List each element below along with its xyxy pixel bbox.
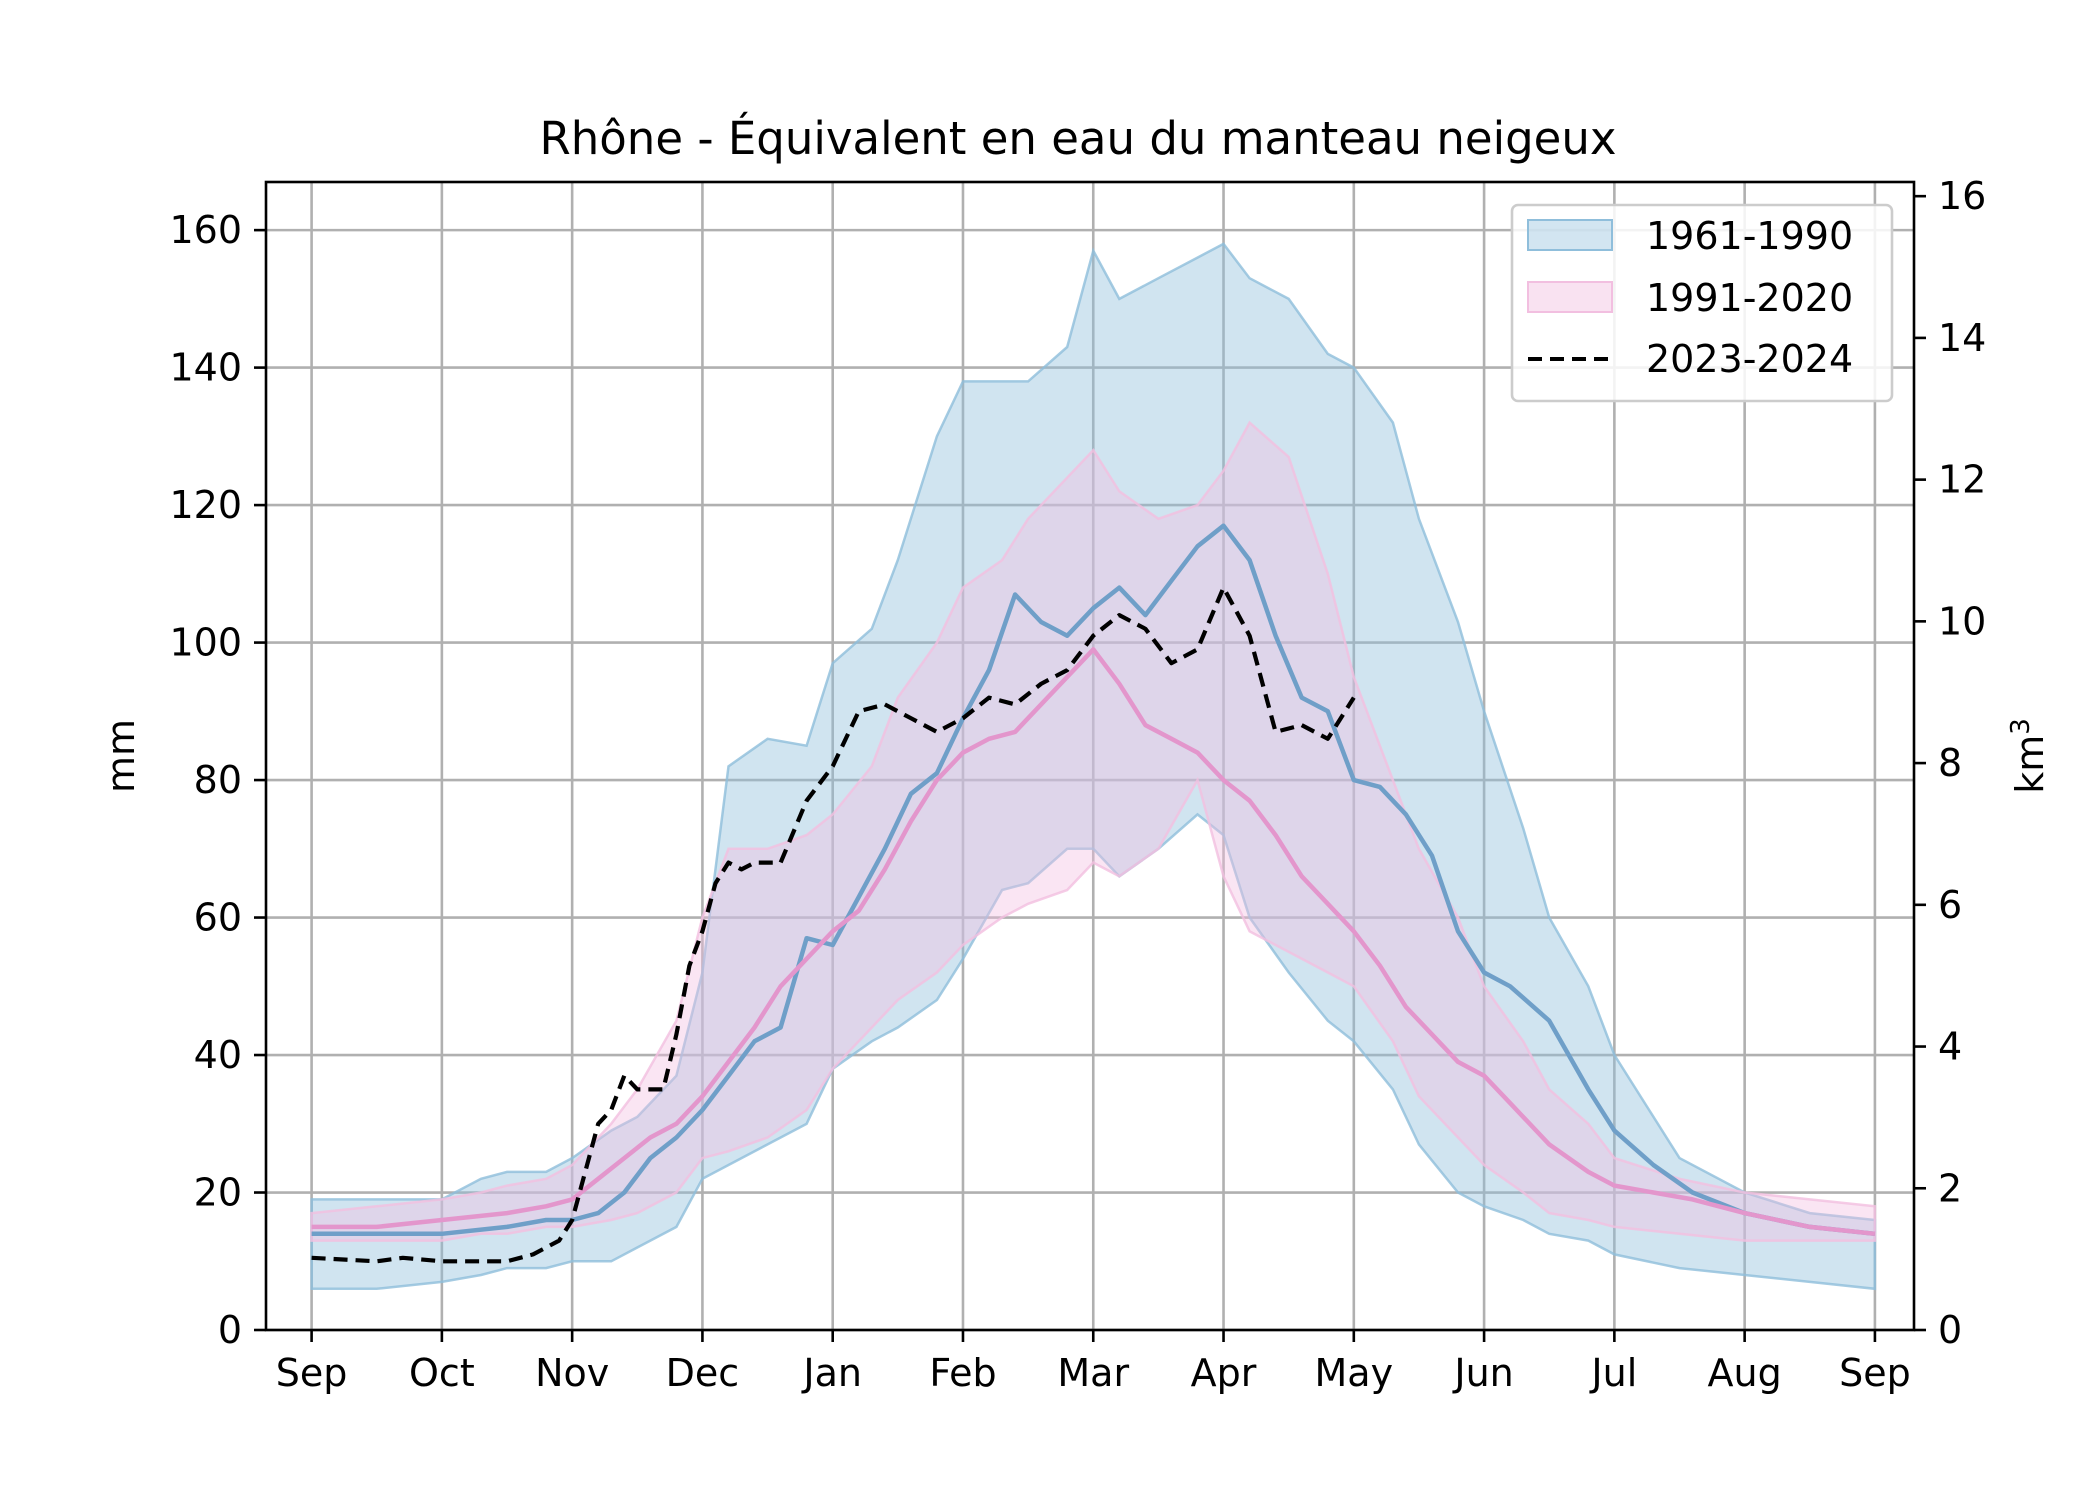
line-2023-2024 bbox=[311, 585, 1356, 1264]
legend-frame bbox=[1510, 203, 1894, 403]
y2-tick-label-12: 12 bbox=[1938, 458, 1986, 502]
x-tick-label-4: Jan bbox=[801, 1351, 862, 1395]
y2-tick-label-6: 6 bbox=[1938, 883, 1962, 927]
y-tick-label-40: 40 bbox=[194, 1033, 242, 1077]
x-tick-label-1: Oct bbox=[409, 1351, 475, 1395]
x-tick-label-0: Sep bbox=[276, 1351, 348, 1395]
y2-tick-label-10: 10 bbox=[1938, 599, 1986, 643]
y-tick-label-0: 0 bbox=[218, 1308, 242, 1352]
x-tick-label-8: May bbox=[1315, 1351, 1394, 1395]
y-tick-label-80: 80 bbox=[194, 758, 242, 802]
y-tick-label-20: 20 bbox=[194, 1171, 242, 1215]
x-tick-label-9: Jun bbox=[1452, 1351, 1513, 1395]
band-1961-1990 bbox=[310, 242, 1877, 1291]
y2-tick-label-8: 8 bbox=[1938, 741, 1962, 785]
y-tick-label-120: 120 bbox=[169, 483, 242, 527]
x-tick-label-5: Feb bbox=[929, 1351, 996, 1395]
plot-frame bbox=[264, 180, 1916, 1332]
y-axis-right-unit-exponent: 3 bbox=[2006, 718, 2036, 735]
x-tick-label-7: Apr bbox=[1191, 1351, 1257, 1395]
y-axis-right: 0 2 4 6 8 10 12 14 16 bbox=[1914, 174, 1986, 1352]
x-tick-label-11: Aug bbox=[1708, 1351, 1782, 1395]
y-tick-label-100: 100 bbox=[169, 621, 242, 665]
y-axis-right-label: km3 bbox=[2006, 718, 2052, 794]
y-axis-right-unit: km bbox=[2008, 735, 2052, 794]
y-axis-left: 0 20 40 60 80 100 120 140 160 bbox=[169, 208, 266, 1352]
y2-tick-label-4: 4 bbox=[1938, 1025, 1962, 1069]
x-tick-label-2: Nov bbox=[535, 1351, 609, 1395]
y-tick-label-140: 140 bbox=[169, 346, 242, 390]
legend-swatch-1991-2020 bbox=[1527, 281, 1613, 313]
y-tick-label-160: 160 bbox=[169, 208, 242, 252]
bands bbox=[310, 242, 1877, 1291]
y2-tick-label-16: 16 bbox=[1938, 174, 1986, 218]
line-1991-2020-median bbox=[311, 647, 1876, 1237]
x-tick-label-6: Mar bbox=[1057, 1351, 1129, 1395]
band-1991-2020 bbox=[310, 420, 1877, 1242]
legend-label-2023-2024: 2023-2024 bbox=[1646, 337, 1853, 381]
legend-label-1991-2020: 1991-2020 bbox=[1646, 276, 1853, 320]
y2-tick-label-0: 0 bbox=[1938, 1308, 1962, 1352]
x-tick-label-10: Jul bbox=[1589, 1351, 1637, 1395]
y-axis-label: mm bbox=[99, 719, 143, 793]
line-1961-1990-median bbox=[311, 523, 1876, 1237]
y-tick-label-60: 60 bbox=[194, 896, 242, 940]
legend: 1961-1990 1991-2020 2023-2024 bbox=[1510, 203, 1894, 403]
x-tick-label-12: Sep bbox=[1839, 1351, 1911, 1395]
x-tick-label-3: Dec bbox=[666, 1351, 740, 1395]
legend-label-1961-1990: 1961-1990 bbox=[1646, 214, 1853, 258]
chart-title: Rhône - Équivalent en eau du manteau nei… bbox=[539, 112, 1616, 165]
legend-swatch-1961-1990 bbox=[1527, 219, 1613, 251]
series-lines bbox=[311, 523, 1876, 1264]
x-axis: Sep Oct Nov Dec Jan Feb Mar Apr May Jun Jul Aug Sep bbox=[276, 1330, 1911, 1395]
y2-tick-label-2: 2 bbox=[1938, 1166, 1962, 1210]
y2-tick-label-14: 14 bbox=[1938, 316, 1986, 360]
